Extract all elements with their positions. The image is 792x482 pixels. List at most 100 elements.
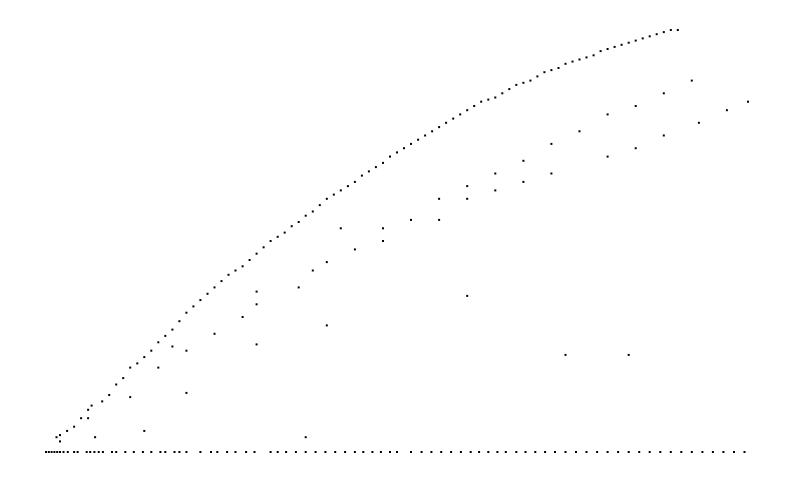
points-layer — [45, 29, 749, 453]
data-point — [410, 142, 412, 145]
data-point — [360, 174, 363, 177]
data-point — [367, 170, 370, 173]
data-point — [599, 50, 602, 53]
data-point — [276, 451, 279, 453]
data-point — [344, 451, 347, 453]
data-point — [550, 69, 553, 72]
data-point — [108, 394, 111, 396]
data-point — [371, 451, 374, 453]
data-point — [466, 109, 469, 112]
data-point — [494, 172, 497, 175]
series-upper-band — [55, 29, 679, 439]
data-point — [276, 235, 279, 238]
data-point — [389, 155, 391, 158]
data-point — [494, 96, 497, 99]
data-point — [550, 142, 553, 145]
data-point — [241, 316, 244, 318]
data-point — [410, 218, 412, 221]
data-point — [627, 353, 630, 356]
data-point — [87, 408, 90, 411]
data-point — [403, 147, 405, 150]
data-point — [606, 451, 609, 453]
data-point — [662, 31, 665, 34]
data-point — [253, 451, 256, 453]
data-point — [171, 328, 174, 331]
data-point — [578, 130, 581, 133]
data-point — [55, 436, 58, 439]
data-point — [452, 117, 455, 120]
data-point — [59, 434, 61, 437]
data-point — [478, 451, 481, 453]
data-point — [178, 320, 181, 323]
data-point — [496, 451, 499, 453]
data-point — [669, 451, 672, 453]
series-middle-band — [59, 79, 693, 443]
data-point — [638, 451, 641, 453]
data-point — [143, 356, 146, 359]
data-point — [634, 39, 637, 42]
data-point — [234, 451, 237, 453]
data-point — [617, 451, 620, 453]
data-point — [382, 240, 384, 242]
series-outliers — [94, 294, 630, 439]
data-point — [648, 451, 651, 453]
data-point — [141, 451, 144, 453]
data-point — [722, 451, 725, 453]
data-point — [508, 88, 511, 91]
data-point — [420, 451, 423, 453]
data-point — [334, 451, 337, 453]
data-point — [524, 451, 527, 453]
data-point — [241, 265, 244, 268]
data-point — [192, 305, 195, 308]
data-point — [459, 113, 462, 116]
data-point — [711, 451, 714, 453]
data-point — [283, 231, 286, 234]
data-point — [157, 366, 160, 369]
data-point — [89, 451, 92, 453]
data-point — [115, 383, 118, 386]
data-point — [59, 440, 61, 443]
data-point — [585, 56, 588, 59]
data-point — [66, 451, 69, 453]
data-point — [73, 425, 76, 428]
data-point — [480, 100, 483, 103]
data-point — [50, 451, 53, 453]
data-point — [80, 417, 83, 420]
data-point — [606, 48, 609, 50]
data-point — [534, 451, 537, 453]
data-point — [59, 451, 61, 453]
data-point — [641, 37, 644, 40]
data-point — [379, 451, 382, 453]
data-point — [374, 166, 377, 169]
data-point — [199, 299, 202, 302]
data-point — [564, 353, 567, 356]
data-point — [297, 221, 300, 223]
data-point — [743, 451, 746, 453]
data-point — [129, 366, 132, 369]
data-point — [440, 451, 443, 453]
data-point — [571, 60, 574, 63]
data-point — [515, 83, 518, 86]
data-point — [459, 451, 462, 453]
data-point — [592, 54, 595, 57]
data-point — [536, 75, 539, 78]
data-point — [285, 451, 288, 453]
data-point — [450, 451, 453, 453]
data-point — [304, 436, 307, 439]
data-point — [255, 303, 258, 306]
data-point — [550, 172, 553, 175]
data-point — [382, 227, 384, 230]
data-point — [101, 451, 104, 453]
data-point — [101, 400, 104, 403]
data-point — [554, 451, 556, 453]
data-point — [150, 451, 153, 453]
data-point — [85, 451, 88, 453]
data-point — [90, 404, 93, 407]
data-point — [353, 451, 356, 453]
data-point — [94, 436, 97, 439]
data-point — [676, 29, 679, 31]
data-point — [136, 362, 139, 365]
data-point — [346, 185, 349, 188]
data-point — [466, 185, 469, 188]
data-point — [353, 180, 356, 183]
